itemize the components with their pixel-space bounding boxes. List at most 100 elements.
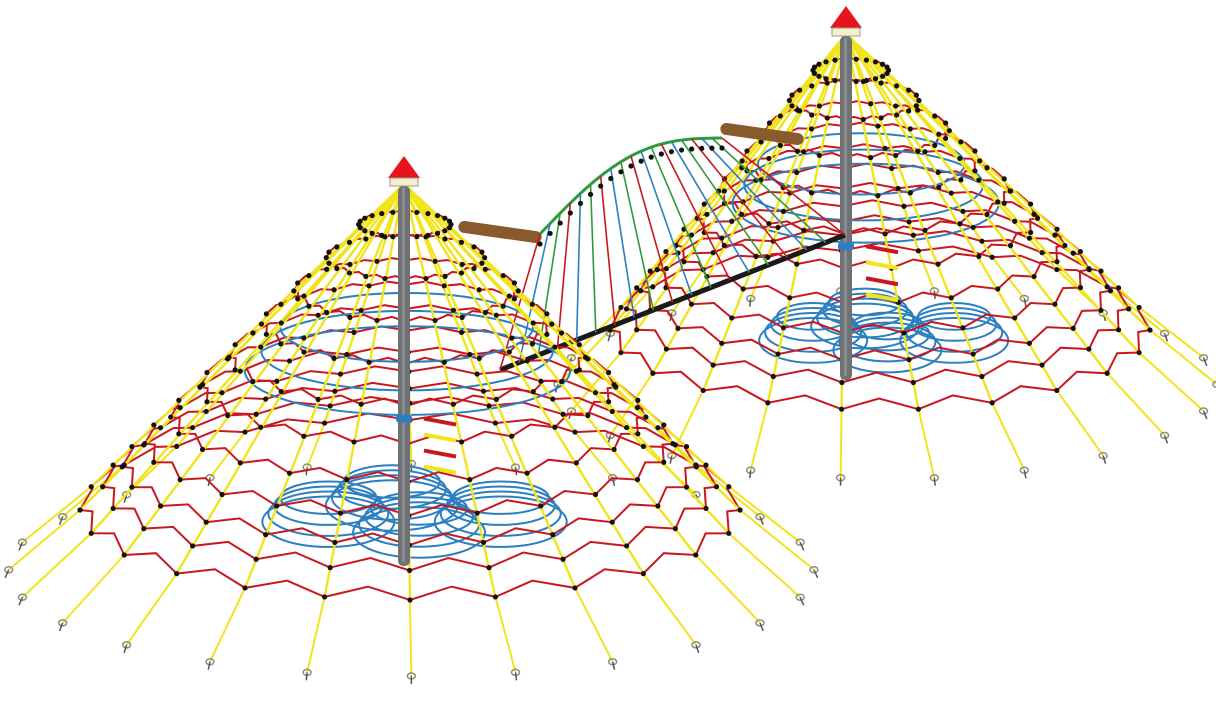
rope-knot <box>770 373 776 380</box>
rope-knot <box>493 312 499 318</box>
rope-knot <box>884 70 890 77</box>
rope-knot <box>1031 273 1037 280</box>
inner-net-loop <box>838 321 937 363</box>
rope-knot <box>766 221 772 227</box>
radial-rope <box>702 33 848 391</box>
ground-anchor <box>1198 354 1209 362</box>
rope-knot <box>721 242 727 249</box>
rope-knot <box>907 126 913 132</box>
rope-knot <box>351 329 357 335</box>
rope-knot <box>476 287 482 293</box>
anchor-rope <box>125 573 178 646</box>
rope-knot <box>777 113 783 119</box>
rope-knot <box>467 477 473 483</box>
rope-knot <box>809 112 815 118</box>
rope-knot <box>390 209 396 215</box>
rope-knot <box>177 405 183 411</box>
left-pyramid-net <box>3 156 819 684</box>
rope-knot <box>960 325 966 331</box>
rope-knot <box>482 266 488 272</box>
rope-knot <box>406 567 413 574</box>
rope-knot <box>382 275 388 282</box>
anchor-stake <box>1202 410 1208 420</box>
rope-knot <box>88 530 94 536</box>
rope-knot <box>878 80 884 86</box>
rope-knot <box>895 185 901 192</box>
rope-knot <box>623 306 630 312</box>
anchor-stake <box>813 569 819 579</box>
rope-knot <box>816 73 822 79</box>
rope-knot <box>1077 248 1084 255</box>
bridge-hanger <box>640 150 693 296</box>
anchor-rope <box>670 268 704 314</box>
mast-highlight <box>402 188 405 562</box>
rope-knot <box>970 351 976 357</box>
rope-knot <box>558 330 565 336</box>
ground-anchor <box>17 538 28 547</box>
rope-knot <box>611 382 617 388</box>
rope-knot <box>474 510 480 516</box>
rope-knot <box>486 565 492 571</box>
anchor-rope <box>409 599 413 676</box>
bridge-knot <box>537 241 543 247</box>
rope-knot <box>853 56 859 62</box>
rope-knot <box>219 491 225 498</box>
rope-knot <box>480 388 487 394</box>
ladder-rung <box>865 244 899 255</box>
rope-knot <box>906 357 912 363</box>
rope-knot <box>121 552 127 558</box>
rope-knot <box>189 543 196 549</box>
anchor-rope <box>209 431 246 479</box>
rope-knot <box>363 236 369 242</box>
rope-knot <box>922 149 928 155</box>
anchor-rope <box>21 532 92 598</box>
rope-knot <box>337 371 344 377</box>
rope-knot <box>943 135 949 141</box>
anchor-stake <box>58 622 64 632</box>
anchor-stake <box>749 470 752 479</box>
rope-knot <box>976 253 982 259</box>
rope-knot <box>369 230 375 236</box>
rope-knot <box>936 184 942 191</box>
rope-knot <box>552 344 558 350</box>
rope-knot <box>640 443 646 449</box>
rope-knot <box>295 296 301 302</box>
rope-knot <box>458 239 465 246</box>
bridge-beam-left <box>458 220 542 244</box>
rope-knot <box>291 288 297 294</box>
anchor-rope <box>917 408 936 479</box>
radial-rope <box>766 33 848 404</box>
rope-knot <box>379 210 385 217</box>
anchor-rope <box>728 485 801 544</box>
radial-rope <box>845 33 1109 374</box>
rope-knot <box>414 234 420 240</box>
rope-knot <box>661 422 667 428</box>
rope-knot <box>688 232 695 238</box>
bridge-hanger <box>609 168 635 318</box>
rope-knot <box>278 301 284 307</box>
mast-collar <box>396 414 412 423</box>
rope-knot <box>585 356 591 362</box>
rope-knot <box>700 387 706 394</box>
bridge-knot <box>638 158 644 164</box>
rope-knot <box>286 358 293 364</box>
rope-knot <box>552 424 558 430</box>
rope-knot <box>237 368 243 374</box>
rope-knot <box>879 61 886 67</box>
rope-knot <box>592 390 599 396</box>
rope-knot <box>809 126 815 132</box>
rope-knot <box>719 235 725 241</box>
rope-knot <box>766 120 773 126</box>
rope-knot <box>326 260 332 266</box>
rope-knot <box>572 429 578 435</box>
rope-knot <box>544 311 550 317</box>
anchor-rope <box>749 402 769 471</box>
rope-knot <box>875 193 881 199</box>
rope-knot <box>683 443 690 450</box>
rope-knot <box>151 459 157 465</box>
bridge-knot <box>618 169 624 175</box>
ladder-rung <box>423 448 457 459</box>
rope-knot <box>915 406 922 412</box>
anchor-rope <box>1106 372 1166 437</box>
